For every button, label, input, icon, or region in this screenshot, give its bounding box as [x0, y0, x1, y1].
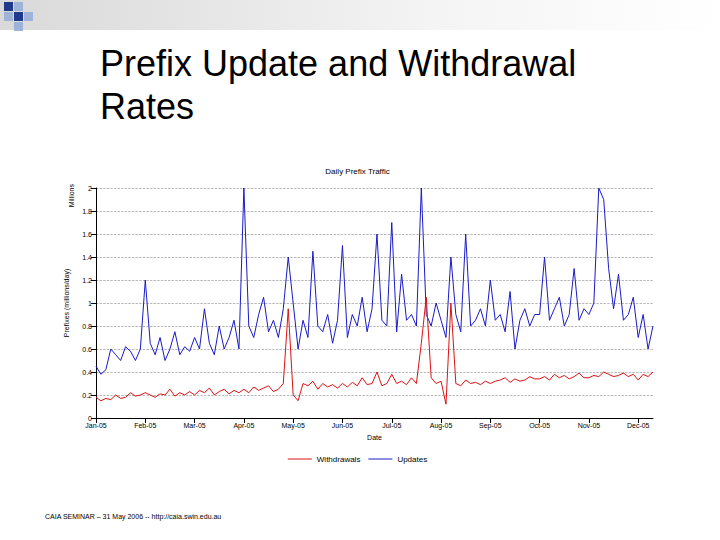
svg-text:1: 1: [88, 300, 92, 307]
svg-text:Aug-05: Aug-05: [430, 422, 453, 430]
svg-text:Jun-05: Jun-05: [332, 422, 354, 429]
svg-text:1.2: 1.2: [82, 277, 92, 284]
svg-text:May-05: May-05: [281, 422, 304, 430]
svg-text:Feb-05: Feb-05: [134, 422, 156, 429]
svg-text:0.4: 0.4: [82, 369, 92, 376]
html-text:Prefix Update and Withdrawal R: Prefix Update and Withdrawal Rates: [100, 43, 577, 128]
svg-text:Date: Date: [367, 434, 382, 441]
svg-text:0.8: 0.8: [82, 323, 92, 330]
svg-text:0.2: 0.2: [82, 392, 92, 399]
svg-text:Updates: Updates: [397, 455, 427, 464]
svg-text:Jan-05: Jan-05: [85, 422, 107, 429]
svg-text:0.6: 0.6: [82, 346, 92, 353]
svg-text:Mar-05: Mar-05: [183, 422, 205, 429]
svg-text:Withdrawals: Withdrawals: [317, 455, 361, 464]
svg-text:Sep-05: Sep-05: [479, 422, 502, 430]
html-text:CAIA SEMINAR – 31 May 2006 --: CAIA SEMINAR – 31 May 2006 -- http://cai…: [45, 513, 222, 520]
svg-text:Jul-05: Jul-05: [382, 422, 401, 429]
svg-text:1.6: 1.6: [82, 231, 92, 238]
svg-text:Apr-05: Apr-05: [233, 422, 254, 430]
svg-text:Oct-05: Oct-05: [529, 422, 550, 429]
svg-text:Daily Prefix Traffic: Daily Prefix Traffic: [325, 167, 389, 176]
svg-text:1.8: 1.8: [82, 208, 92, 215]
svg-text:Prefixes (millions/day): Prefixes (millions/day): [63, 269, 71, 337]
svg-text:Dec-05: Dec-05: [627, 422, 650, 429]
svg-text:Nov-05: Nov-05: [578, 422, 601, 429]
svg-text:0: 0: [88, 415, 92, 422]
svg-text:2: 2: [88, 185, 92, 192]
svg-text:1.4: 1.4: [82, 254, 92, 261]
svg-text:Millions: Millions: [68, 184, 75, 208]
